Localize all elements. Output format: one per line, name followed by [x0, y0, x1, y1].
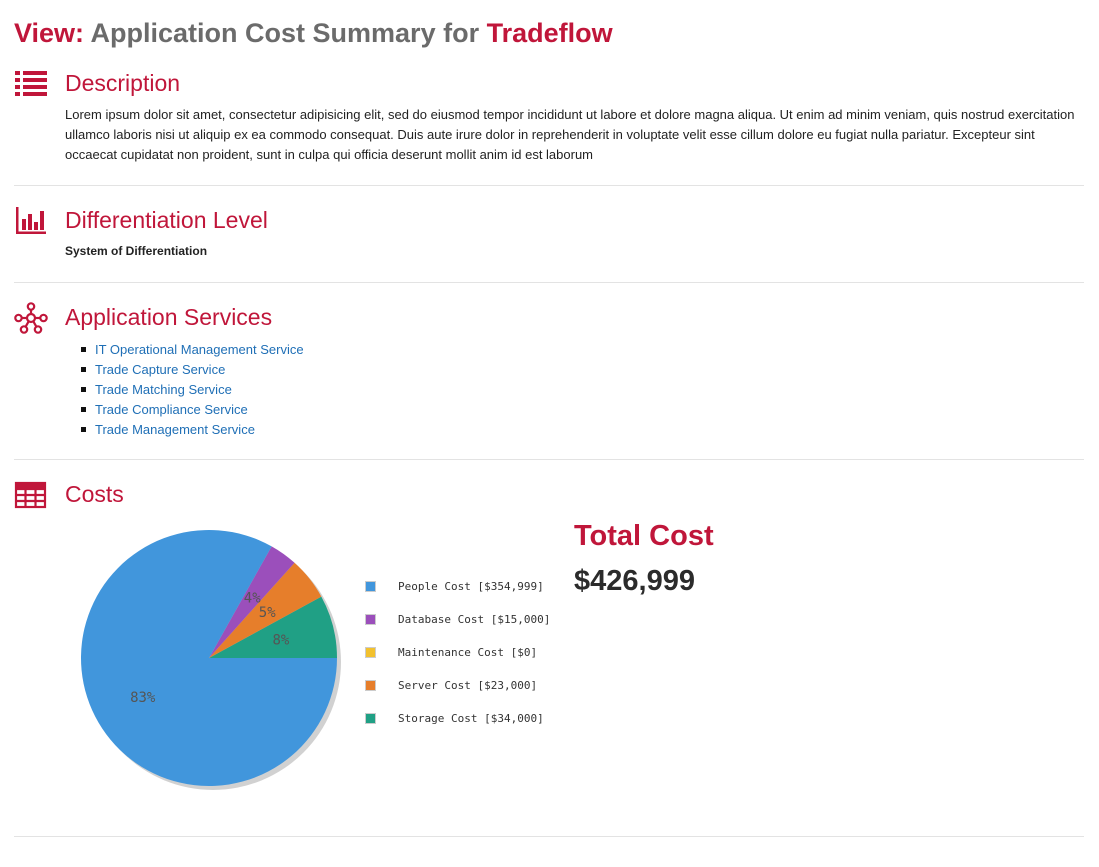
- legend-label: Maintenance Cost [$0]: [398, 646, 538, 659]
- service-item: Trade Capture Service: [81, 360, 304, 380]
- legend-swatch: [365, 680, 376, 691]
- legend-swatch: [365, 581, 376, 592]
- services-title: Application Services: [65, 304, 273, 330]
- legend-swatch: [365, 614, 376, 625]
- service-item: IT Operational Management Service: [81, 340, 304, 360]
- service-item: Trade Matching Service: [81, 380, 304, 400]
- bullet: [81, 427, 86, 432]
- service-link-trade-capture[interactable]: Trade Capture Service: [95, 362, 226, 377]
- network-icon: [14, 302, 48, 334]
- description-title: Description: [65, 70, 181, 96]
- title-middle: Application Cost Summary for: [90, 18, 480, 48]
- differentiation-title: Differentiation Level: [65, 207, 268, 233]
- table-icon: [14, 481, 47, 509]
- cost-pie-chart: 8% 5% 4% 83%: [76, 528, 346, 798]
- pie-slice-people-cost[interactable]: [80, 530, 337, 786]
- legend-label: Database Cost [$15,000]: [398, 613, 551, 626]
- legend-label: Server Cost [$23,000]: [398, 679, 538, 692]
- total-cost-value: $426,999: [574, 565, 695, 597]
- differentiation-value: System of Differentiation: [65, 244, 208, 258]
- divider: [14, 282, 1084, 283]
- title-app-name: Tradeflow: [486, 18, 613, 48]
- legend-swatch: [365, 713, 376, 724]
- divider: [14, 459, 1084, 460]
- legend-swatch: [365, 647, 376, 658]
- service-item: Trade Compliance Service: [81, 400, 304, 420]
- bullet: [81, 407, 86, 412]
- total-cost-label: Total Cost: [574, 520, 714, 552]
- bullet: [81, 347, 86, 352]
- pie-slice-server-cost[interactable]: [209, 562, 322, 658]
- pie-slice-label: 8%: [272, 633, 289, 649]
- list-icon: [15, 71, 47, 96]
- page-title: View: Application Cost Summary for Trade…: [14, 18, 613, 49]
- divider: [14, 836, 1084, 837]
- service-link-trade-compliance[interactable]: Trade Compliance Service: [95, 402, 248, 417]
- legend-label: People Cost [$354,999]: [398, 580, 544, 593]
- description-text: Lorem ipsum dolor sit amet, consectetur …: [65, 107, 1075, 162]
- service-item: Trade Management Service: [81, 420, 304, 440]
- bullet: [81, 367, 86, 372]
- pie-svg: 8% 5%4% 83%: [80, 530, 341, 790]
- costs-title: Costs: [65, 481, 124, 507]
- pie-slice-database-cost[interactable]: [209, 546, 295, 658]
- service-link-it-operational-management[interactable]: IT Operational Management Service: [95, 342, 304, 357]
- pie-slice-label: 83%: [130, 690, 156, 706]
- pie-slice-label: 4%: [244, 591, 261, 607]
- title-prefix: View:: [14, 18, 85, 48]
- bar-chart-icon: [16, 207, 46, 234]
- service-link-trade-management[interactable]: Trade Management Service: [95, 422, 255, 437]
- divider: [14, 185, 1084, 186]
- services-list: IT Operational Management Service Trade …: [81, 340, 304, 440]
- legend-label: Storage Cost [$34,000]: [398, 712, 544, 725]
- pie-slice-label: 5%: [259, 605, 276, 621]
- service-link-trade-matching[interactable]: Trade Matching Service: [95, 382, 232, 397]
- pie-slice-storage-cost[interactable]: [209, 596, 337, 658]
- bullet: [81, 387, 86, 392]
